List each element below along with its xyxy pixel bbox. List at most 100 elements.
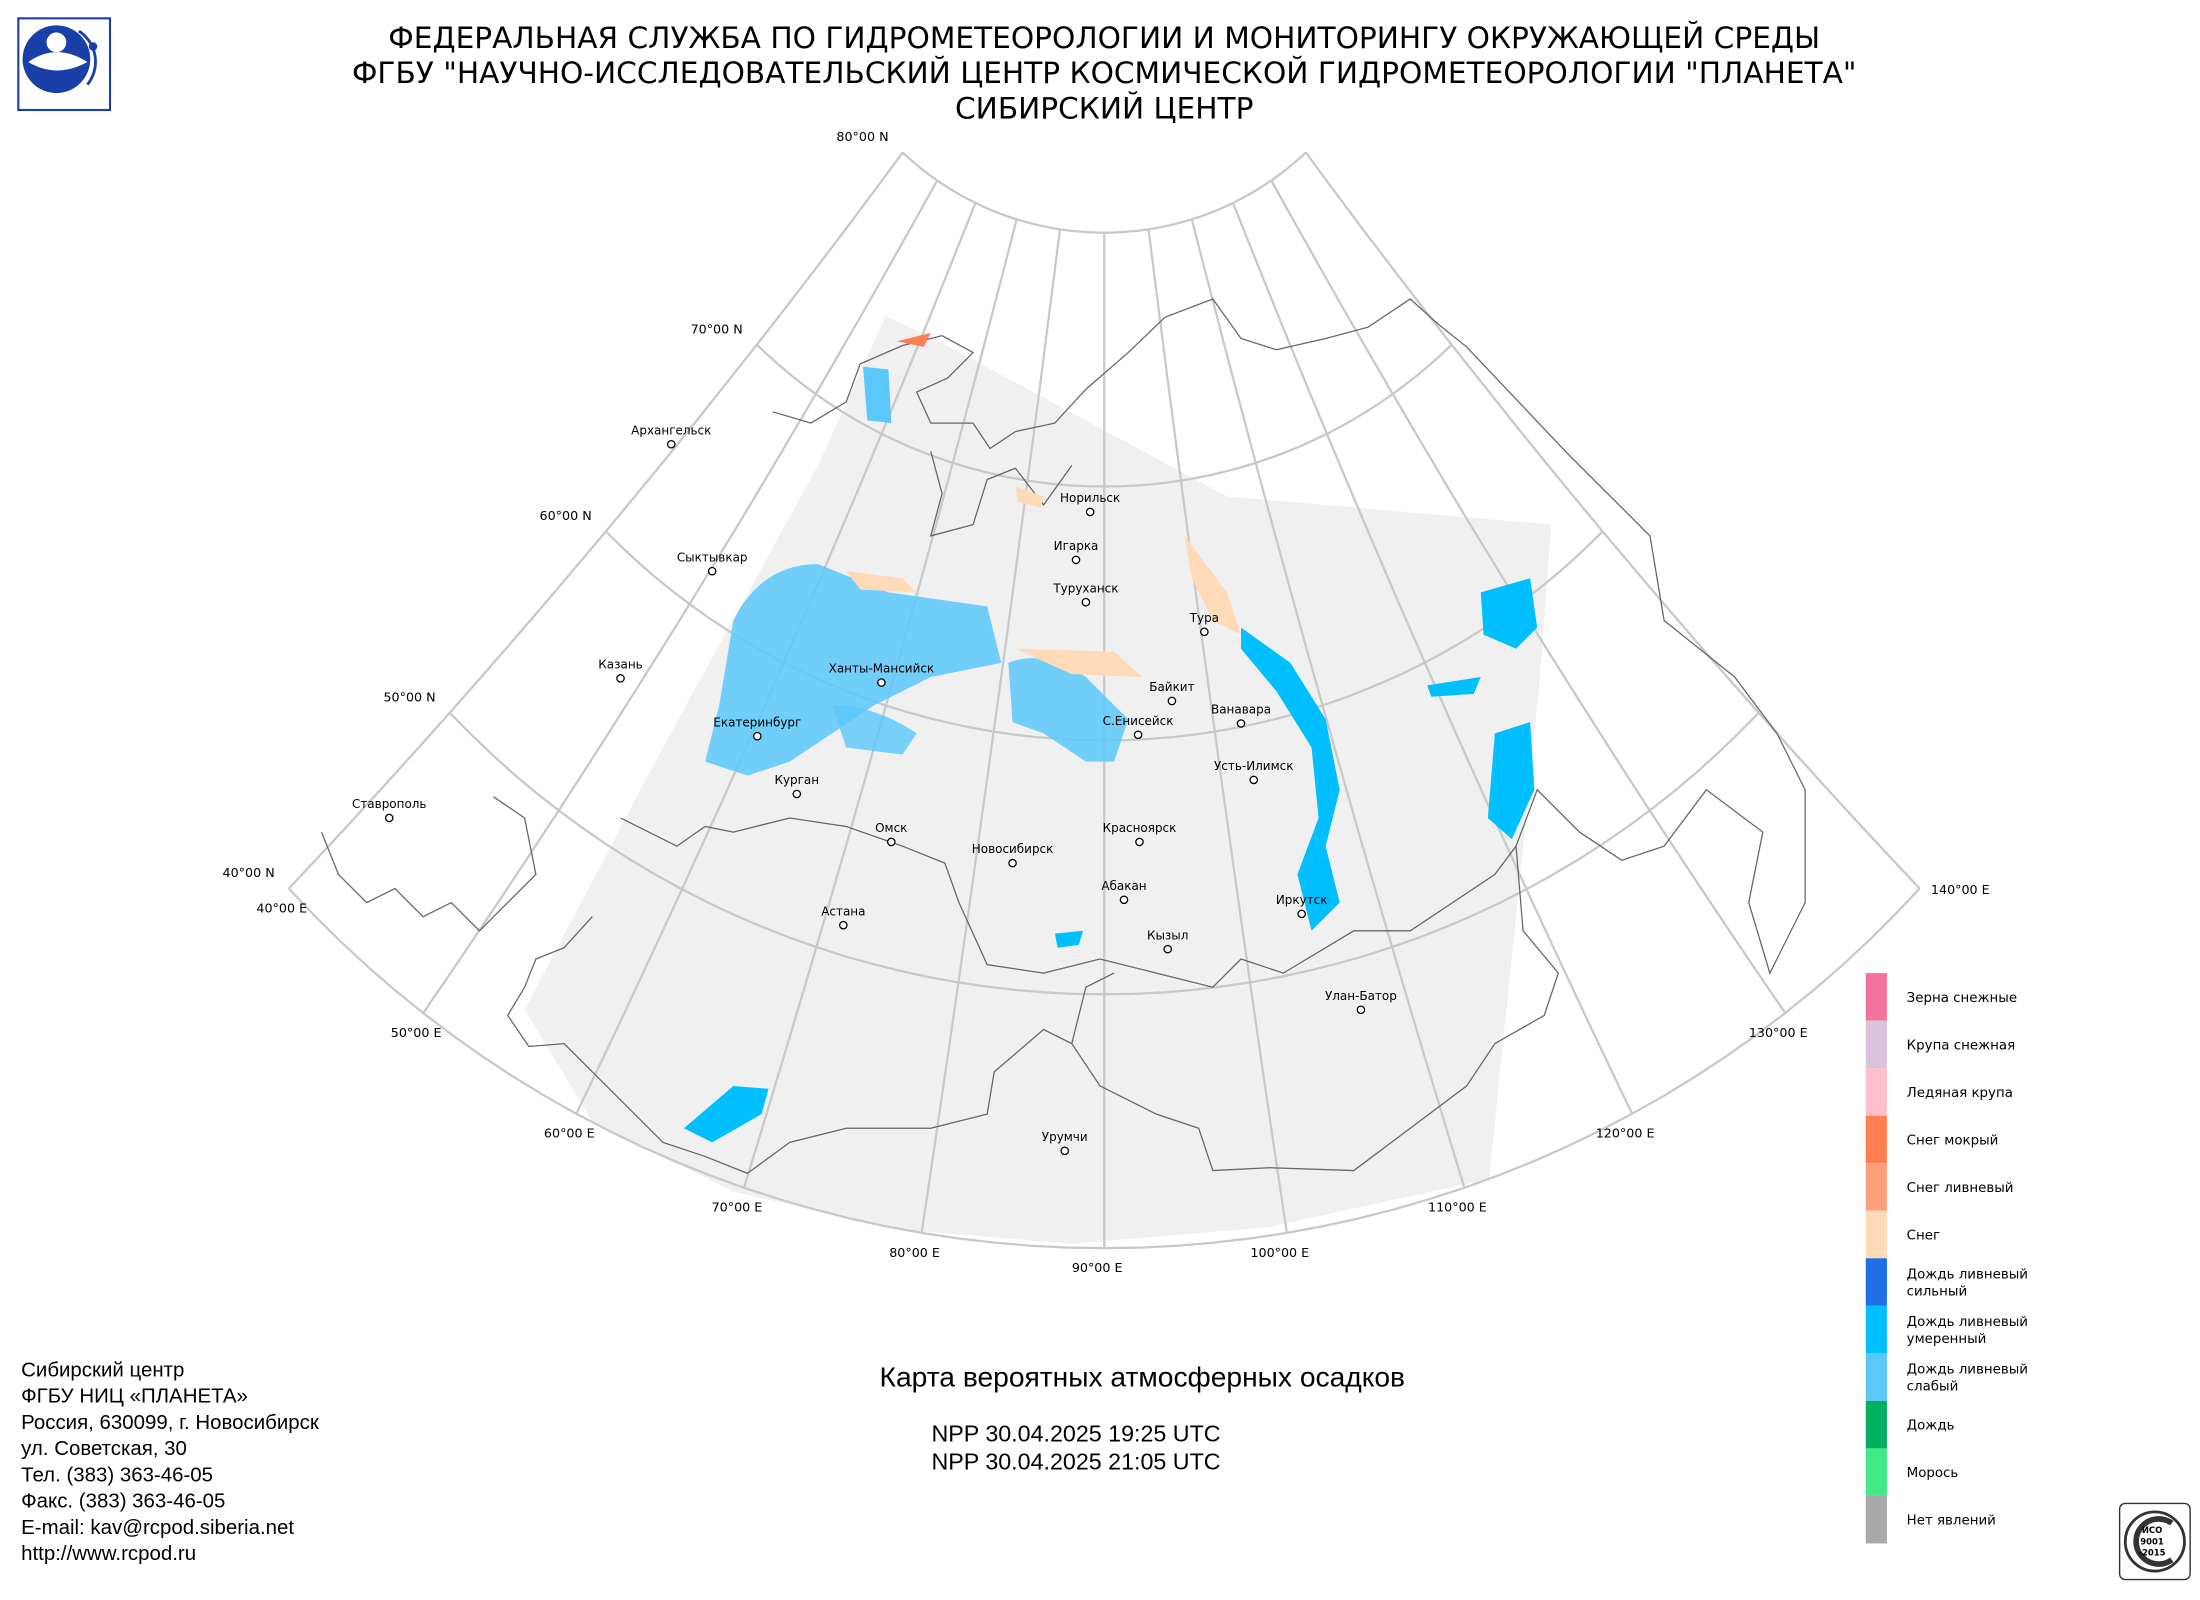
city-marker (1133, 730, 1143, 740)
city-label: С.Енисейск (1103, 714, 1174, 728)
city-marker (1249, 775, 1259, 785)
address-line: Факс. (383) 363-46-05 (21, 1490, 225, 1513)
longitude-label: 130°00 E (1749, 1025, 1808, 1040)
legend-swatch (1865, 1163, 1887, 1211)
header-line: ФЕДЕРАЛЬНАЯ СЛУЖБА ПО ГИДРОМЕТЕОРОЛОГИИ … (388, 20, 1820, 55)
city-marker (1163, 944, 1172, 954)
meridian (1231, 202, 1634, 1115)
latitude-label: 60°00 N (540, 508, 592, 523)
city-label: Сыктывкар (677, 550, 748, 564)
legend-swatch (1865, 1210, 1887, 1259)
city-marker (1200, 627, 1209, 637)
legend-swatch (1865, 1115, 1887, 1164)
city-marker (1060, 1146, 1070, 1156)
address-line: ул. Советская, 30 (21, 1437, 187, 1460)
address-line: ФГБУ НИЦ «ПЛАНЕТА» (21, 1385, 248, 1408)
city-label: Красноярск (1103, 821, 1177, 835)
precipitation (683, 332, 1538, 1143)
city-label: Казань (598, 657, 642, 671)
meridian (1190, 219, 1466, 1189)
city-label: Архангельск (631, 423, 711, 437)
address-block: Сибирский центр ФГБУ НИЦ «ПЛАНЕТА» Россия,… (21, 1358, 320, 1565)
city-label: Ставрополь (352, 797, 426, 811)
legend-label: Снег ливневый (1907, 1181, 2014, 1196)
city-marker (1356, 1005, 1366, 1015)
meridian (920, 229, 1062, 1234)
map-title: Карта вероятных атмосферных осадков (880, 1360, 1405, 1392)
legend-label: Крупа снежная (1907, 1038, 2015, 1053)
city-marker (1236, 719, 1246, 728)
legend-label: умеренный (1907, 1332, 1987, 1347)
city-label: Омск (875, 821, 907, 835)
address-line: http://www.rcpod.ru (21, 1542, 196, 1565)
legend-swatch (1865, 1305, 1887, 1354)
logo (17, 17, 112, 112)
legend-label: Дождь ливневый (1907, 1268, 2028, 1283)
city-label: Екатеринбург (713, 715, 801, 729)
meridian (287, 151, 904, 890)
legend-swatch (1865, 1068, 1887, 1116)
city-marker (1071, 555, 1081, 565)
address-line: E-mail: kav@rcpod.siberia.net (21, 1516, 294, 1539)
longitude-label: 50°00 E (391, 1025, 442, 1040)
city-marker (886, 837, 896, 847)
longitude-label: 60°00 E (544, 1126, 595, 1141)
city-label: Иркутск (1276, 893, 1328, 907)
legend-label: Снег мокрый (1907, 1133, 1999, 1148)
address-line: Сибирский центр (21, 1358, 184, 1381)
legend-label: Дождь (1907, 1419, 1955, 1434)
city-label: Игарка (1054, 539, 1099, 553)
city-marker (1297, 909, 1306, 919)
city-label: Абакан (1101, 879, 1146, 893)
city-label: Курган (774, 773, 819, 787)
legend-swatch (1865, 1495, 1887, 1544)
address-line: Тел. (383) 363-46-05 (21, 1463, 213, 1486)
legend-label: Нет явлений (1907, 1514, 1996, 1529)
city-label: Ханты-Мансийск (829, 662, 935, 676)
iso-text: ИСО (2142, 1525, 2162, 1535)
city-marker (1135, 837, 1144, 847)
header-line: СИБИРСКИЙ ЦЕНТР (955, 90, 1253, 125)
iso-text: -2015 (2139, 1548, 2166, 1558)
legend-swatch (1865, 1353, 1887, 1401)
city-marker (666, 439, 676, 449)
city-marker (753, 731, 762, 741)
iso-text: 9001 (2140, 1536, 2164, 1546)
longitude-label: 90°00 E (1072, 1260, 1123, 1275)
city-label: Новосибирск (972, 842, 1054, 856)
city-label: Усть-Илимск (1214, 759, 1293, 773)
city-label: Норильск (1060, 491, 1120, 505)
coverage-area (524, 315, 1552, 1244)
longitude-label: 120°00 E (1596, 1126, 1655, 1141)
latitude-label: 40°00 N (223, 865, 275, 880)
city-label: Тура (1189, 611, 1219, 625)
legend-label: сильный (1907, 1284, 1967, 1299)
city-label: Кызыл (1147, 928, 1188, 942)
city-marker (839, 920, 848, 930)
legend-swatch (1865, 1400, 1887, 1449)
city-marker (384, 813, 394, 823)
city-label: Туруханск (1052, 581, 1118, 595)
city-marker (1085, 507, 1095, 517)
legend-label: Морось (1907, 1466, 1959, 1481)
legend-label: Дождь ливневый (1907, 1315, 2028, 1330)
city-label: Урумчи (1042, 1130, 1088, 1144)
legend-label: слабый (1907, 1378, 1959, 1394)
legend-label: Ледяная крупа (1907, 1086, 2013, 1101)
legend-swatch (1865, 1258, 1887, 1306)
legend-label: Снег (1907, 1228, 1940, 1243)
city-label: Ванавара (1211, 703, 1271, 717)
parallel (901, 151, 1307, 234)
header-line: ФГБУ "НАУЧНО-ИССЛЕДОВАТЕЛЬСКИЙ ЦЕНТР КОС… (352, 55, 1857, 90)
city-marker (1008, 858, 1017, 868)
meridian (1147, 229, 1288, 1234)
city-marker (707, 566, 717, 576)
iso-badge: ИСО 9001 -2015 (2118, 1502, 2191, 1581)
legend-label: Зерна снежные (1907, 991, 2017, 1006)
latitude-label: 50°00 N (383, 689, 435, 704)
city-marker (616, 674, 625, 683)
longitude-label: 80°00 E (889, 1245, 940, 1260)
legend-label: Дождь ливневый (1907, 1363, 2028, 1378)
longitude-label: 40°00 E (256, 900, 307, 915)
